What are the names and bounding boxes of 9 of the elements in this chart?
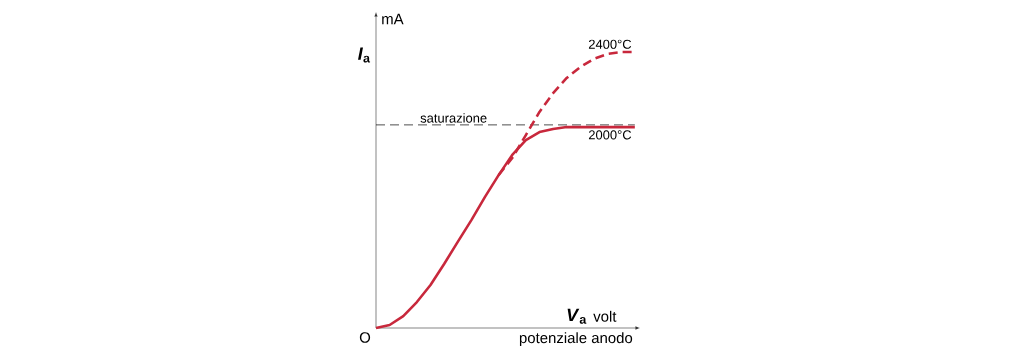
text: mA bbox=[382, 13, 404, 25]
text: potenziale anodo bbox=[519, 332, 633, 347]
ref-line-label: saturazione bbox=[420, 113, 487, 123]
series-label: 2400°C bbox=[588, 39, 632, 49]
x-axis-title: V$_{a}$ bbox=[567, 308, 587, 324]
text: O bbox=[359, 332, 371, 343]
annotation: volt bbox=[593, 310, 617, 322]
y-axis-title: I$_{a}$ bbox=[358, 47, 371, 63]
series-label: 2000°C bbox=[588, 130, 632, 140]
